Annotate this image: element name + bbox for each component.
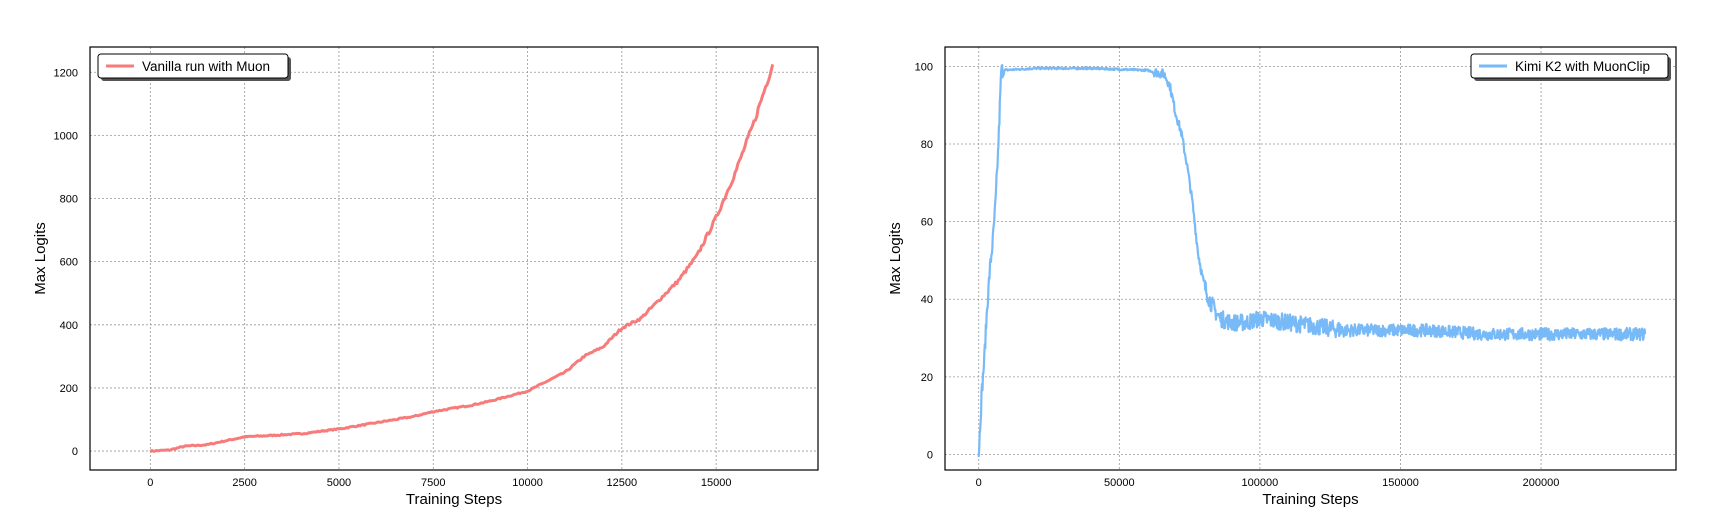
x-tick-label: 0	[147, 477, 153, 489]
legend: Vanilla run with Muon	[97, 53, 291, 81]
x-tick-label: 15000	[701, 477, 732, 489]
x-tick-label: 12500	[607, 477, 638, 489]
x-tick-label: 200000	[1523, 477, 1560, 489]
y-tick-label: 100	[915, 61, 933, 73]
x-axis-label: Training Steps	[406, 491, 502, 508]
series-lines	[977, 63, 1647, 457]
x-tick-label: 7500	[421, 477, 445, 489]
y-tick-label: 0	[927, 449, 933, 461]
gridlines	[945, 47, 1676, 470]
y-tick-label: 20	[921, 372, 933, 384]
legend-box	[97, 53, 289, 79]
x-tick-label: 2500	[232, 477, 256, 489]
y-tick-label: 600	[60, 257, 78, 269]
legend-label: Vanilla run with Muon	[142, 59, 270, 74]
y-tick-label: 800	[60, 194, 78, 206]
y-axis-label: Max Logits	[32, 222, 49, 295]
y-tick-label: 80	[921, 139, 933, 151]
y-tick-label: 40	[921, 294, 933, 306]
y-tick-label: 60	[921, 217, 933, 229]
chart-right: 0 50000 100000 150000 200000 0 20 40 60 80 100 Tra…	[887, 46, 1677, 508]
y-axis-label: Max Logits	[887, 222, 904, 295]
legend-label: Kimi K2 with MuonClip	[1515, 59, 1650, 74]
series-line	[149, 64, 775, 453]
plot-frame	[89, 46, 819, 471]
tick-labels: 0 2500 5000 7500 10000 12500 15000 0 200 400 600 80…	[54, 67, 732, 489]
chart-left: 0 2500 5000 7500 10000 12500 15000 0 200 400 600 80…	[32, 46, 819, 508]
series-line	[977, 63, 1647, 457]
x-tick-label: 100000	[1242, 477, 1279, 489]
x-tick-label: 0	[976, 477, 982, 489]
y-tick-label: 400	[60, 320, 78, 332]
legend-box	[1470, 53, 1669, 79]
tick-labels: 0 50000 100000 150000 200000 0 20 40 60 80 100	[915, 61, 1560, 489]
plot-frame	[944, 46, 1677, 471]
x-tick-label: 10000	[512, 477, 543, 489]
x-axis-label: Training Steps	[1262, 491, 1358, 508]
gridlines	[90, 47, 818, 470]
y-tick-label: 200	[60, 383, 78, 395]
x-tick-label: 50000	[1104, 477, 1135, 489]
y-tick-label: 1200	[54, 67, 78, 79]
x-tick-label: 150000	[1382, 477, 1419, 489]
series-lines	[149, 64, 775, 453]
x-tick-label: 5000	[327, 477, 351, 489]
legend: Kimi K2 with MuonClip	[1470, 53, 1671, 81]
y-tick-label: 1000	[54, 130, 78, 142]
y-tick-label: 0	[72, 446, 78, 458]
